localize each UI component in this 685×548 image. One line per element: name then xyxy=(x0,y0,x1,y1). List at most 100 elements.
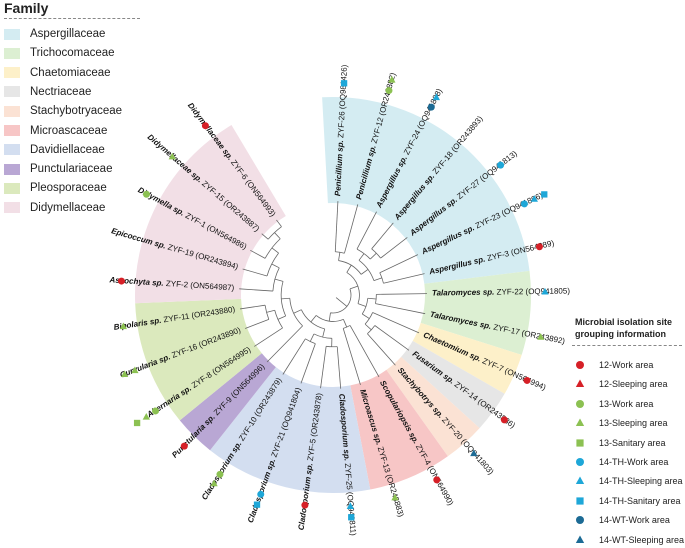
site-marker-triangle-icon xyxy=(575,535,585,545)
family-color-swatch xyxy=(4,67,20,79)
site-marker-circle-icon xyxy=(575,399,585,409)
family-sector xyxy=(350,369,448,490)
site-legend-label: 13-Work area xyxy=(599,398,654,409)
site-marker xyxy=(201,122,209,130)
tree-branch xyxy=(250,249,266,259)
site-marker xyxy=(523,376,531,384)
tree-branch xyxy=(336,346,342,389)
tree-branch xyxy=(338,252,341,261)
site-marker-triangle-icon xyxy=(575,379,585,389)
family-color-swatch xyxy=(4,47,20,59)
site-legend-item: 13-Sanitary area xyxy=(575,437,666,449)
site-marker xyxy=(168,152,176,160)
tree-branch xyxy=(344,204,359,254)
site-marker xyxy=(131,366,139,374)
tree-branch xyxy=(274,278,284,282)
tree-branch xyxy=(349,285,359,290)
site-marker-circle-icon xyxy=(575,360,585,370)
family-legend-label: Nectriaceae xyxy=(30,85,92,98)
tree-branch xyxy=(375,303,426,315)
site-marker xyxy=(253,501,261,508)
tree-arc xyxy=(280,281,287,317)
site-legend-label: 12-Work area xyxy=(599,360,654,370)
family-legend-label: Pleosporaceae xyxy=(30,182,107,195)
site-marker-circle-icon xyxy=(575,457,585,467)
tree-branch xyxy=(266,309,275,313)
tree-branch xyxy=(276,219,282,227)
tree-branch xyxy=(364,323,372,331)
family-sector xyxy=(420,270,531,355)
tree-branch xyxy=(293,309,302,314)
tree-branch xyxy=(380,237,408,259)
site-legend-label: 14-WT-Work area xyxy=(599,515,670,526)
site-marker xyxy=(391,493,399,501)
family-color-swatch xyxy=(4,144,20,156)
family-sector xyxy=(322,97,530,284)
tree-branch xyxy=(343,319,348,328)
site-marker-triangle-icon xyxy=(575,476,585,486)
tree-branch xyxy=(334,201,339,252)
family-sector xyxy=(135,298,262,421)
tree-branch xyxy=(379,254,419,274)
family-legend-label: Didymellaceae xyxy=(30,201,106,214)
site-marker xyxy=(142,412,150,420)
family-legend-item: Didymellaceae xyxy=(4,201,105,215)
site-legend-label: 14-TH-Sleeping area xyxy=(599,476,683,487)
site-legend-item: 13-Work area xyxy=(575,398,653,410)
site-marker xyxy=(388,75,396,83)
tree-branch xyxy=(242,268,268,277)
family-legend-item: Davidiellaceae xyxy=(4,143,105,157)
tree-branch xyxy=(362,313,370,319)
tree-branch xyxy=(342,328,361,386)
site-legend-label: 14-TH-Sanitary area xyxy=(599,495,681,506)
site-marker xyxy=(497,161,505,169)
tree-branch xyxy=(274,232,281,240)
family-legend-label: Punctulariaceae xyxy=(30,163,113,176)
tree-branch xyxy=(309,333,315,342)
family-sector xyxy=(179,353,276,451)
family-legend-item: Chaetomiaceae xyxy=(4,66,111,80)
tree-branch xyxy=(371,222,394,250)
site-marker xyxy=(180,442,188,450)
family-color-swatch xyxy=(4,125,20,136)
site-marker xyxy=(385,87,393,95)
site-marker xyxy=(541,191,548,198)
family-color-swatch xyxy=(4,86,20,98)
family-legend-item: Punctulariaceae xyxy=(4,162,112,176)
family-legend-item: Nectriaceae xyxy=(4,85,91,99)
site-marker xyxy=(340,80,348,87)
site-legend-item: 13-Sleeping area xyxy=(575,417,668,429)
tree-branch xyxy=(239,304,266,310)
family-legend-title: Family xyxy=(4,0,49,16)
family-color-swatch xyxy=(4,202,20,214)
site-marker-square-icon xyxy=(575,496,585,506)
site-marker xyxy=(530,195,538,202)
family-legend-item: Pleosporaceae xyxy=(4,181,107,195)
site-marker xyxy=(257,490,265,498)
family-sector xyxy=(210,367,371,493)
tree-branch xyxy=(310,315,317,323)
leaf-label: Talaromyces sp. ZYF-22 (OQ941805) xyxy=(432,287,570,298)
tree-branch xyxy=(358,253,365,261)
tree-branch xyxy=(254,327,283,347)
family-legend-item: Microascaceae xyxy=(4,124,107,138)
tree-root xyxy=(335,297,348,307)
site-marker xyxy=(535,243,543,251)
tree-arc xyxy=(338,260,362,275)
family-legend-item: Trichocomaceae xyxy=(4,46,115,60)
family-sector xyxy=(401,340,505,429)
family-sector xyxy=(412,322,522,394)
site-legend-label: 13-Sleeping area xyxy=(599,418,668,429)
site-legend-item: 14-WT-Sleeping area xyxy=(575,534,684,546)
tree-branch xyxy=(300,343,316,384)
site-marker-circle-icon xyxy=(575,515,585,525)
family-color-swatch xyxy=(4,182,20,194)
site-legend-item: 12-Sleeping area xyxy=(575,378,668,390)
site-legend-item: 14-TH-Sanitary area xyxy=(575,495,681,507)
family-sectors xyxy=(135,97,531,493)
site-marker xyxy=(520,200,528,208)
family-legend-label: Microascaceae xyxy=(30,124,108,137)
tree-branch xyxy=(372,312,420,334)
site-legend-label: 13-Sanitary area xyxy=(599,437,666,448)
